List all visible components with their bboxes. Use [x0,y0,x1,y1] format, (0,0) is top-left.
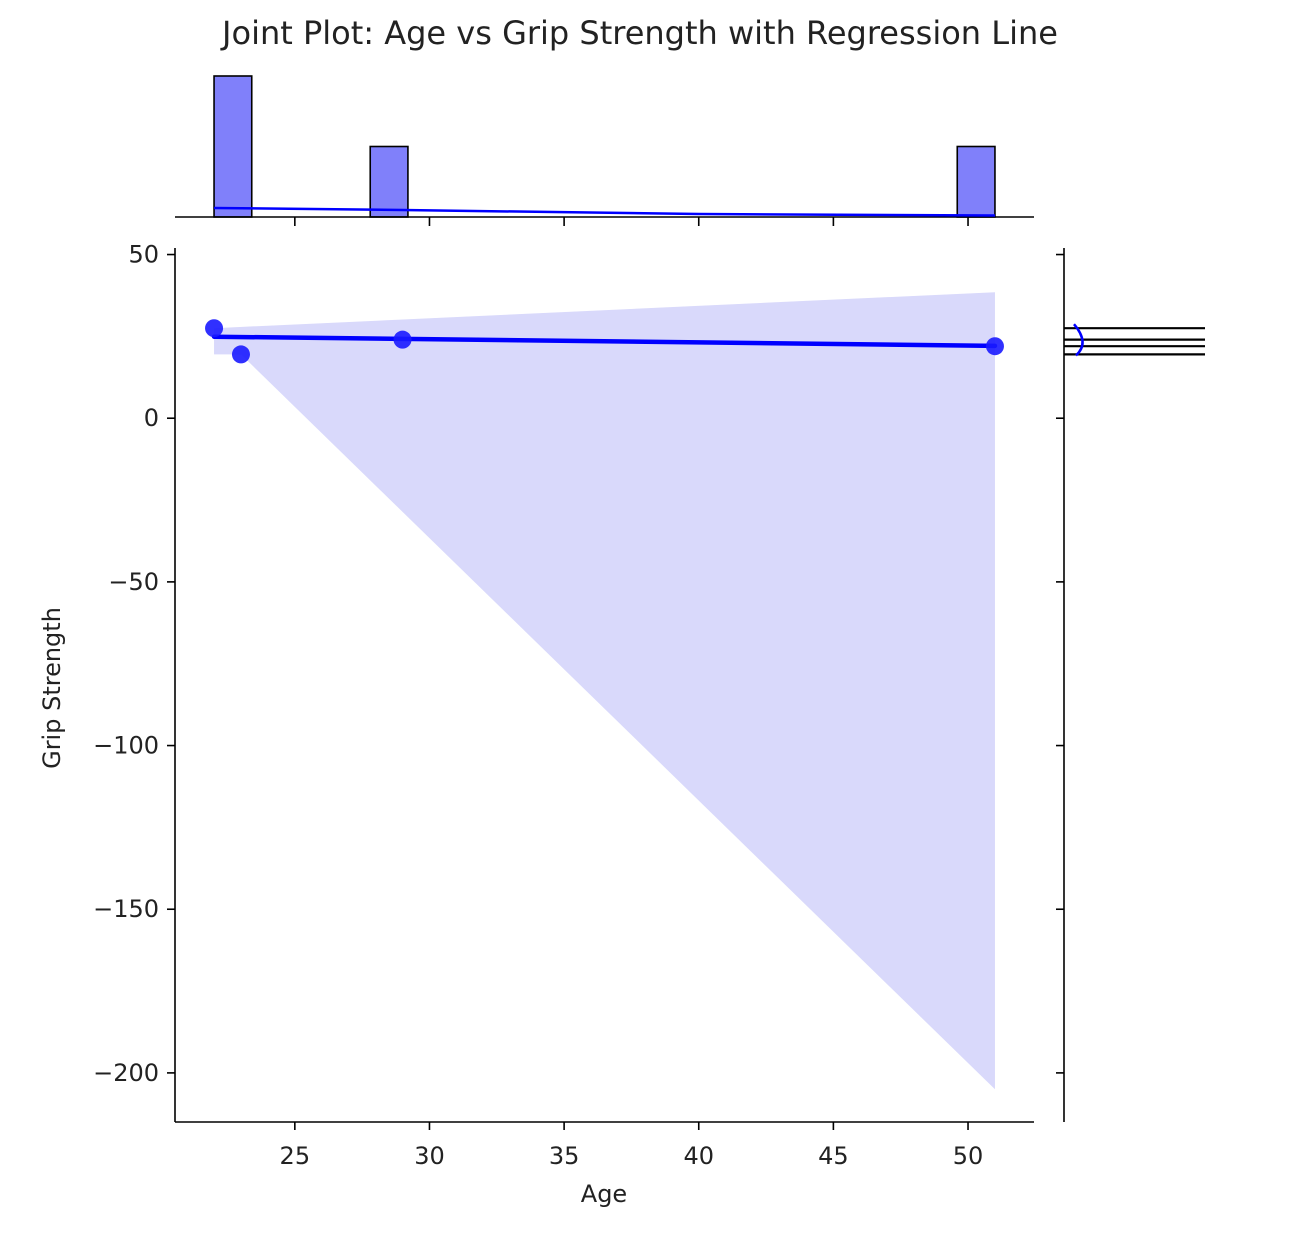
y-kde-line [1073,323,1084,357]
x-hist-bar-1 [213,75,253,218]
regression-line-layer [211,334,998,349]
x-kde-line [214,206,995,217]
scatter-point-4 [985,337,1004,356]
scatter-point-3 [393,330,412,349]
chart-title: Joint Plot: Age vs Grip Strength with Re… [220,14,1058,52]
main-plot-area: 25 30 35 40 45 50 50 0 −50 −100 −150 −200 [93,241,1034,1170]
x-tick-label: 45 [818,1142,849,1170]
x-tick-label: 40 [683,1142,714,1170]
marginal-y-histogram [1056,248,1205,1122]
y-tick-label: −50 [108,568,159,596]
y-tick-label: −200 [93,1059,159,1087]
y-tick-label: 0 [144,404,159,432]
y-tick-label: −100 [93,732,159,760]
y-tick-label: −150 [93,895,159,923]
scatter-point-2 [231,345,250,364]
confidence-band-layer [214,292,995,1090]
x-tick-label: 25 [280,1142,311,1170]
x-hist-bar-2 [369,145,409,218]
confidence-band [214,292,995,1090]
scatter-points-layer [205,319,1004,364]
y-axis-label: Grip Strength [38,607,66,769]
x-tick-label: 35 [549,1142,580,1170]
x-axis-label: Age [581,1180,627,1208]
x-tick-label: 30 [414,1142,445,1170]
marginal-x-histogram [175,75,1034,226]
y-tick-label: 50 [128,241,159,269]
x-hist-bar-3 [956,145,996,218]
scatter-point-1 [205,319,224,338]
regression-line [211,334,998,349]
x-tick-label: 50 [953,1142,984,1170]
axes-layer: 25 30 35 40 45 50 50 0 −50 −100 −150 −200 [93,241,1034,1170]
